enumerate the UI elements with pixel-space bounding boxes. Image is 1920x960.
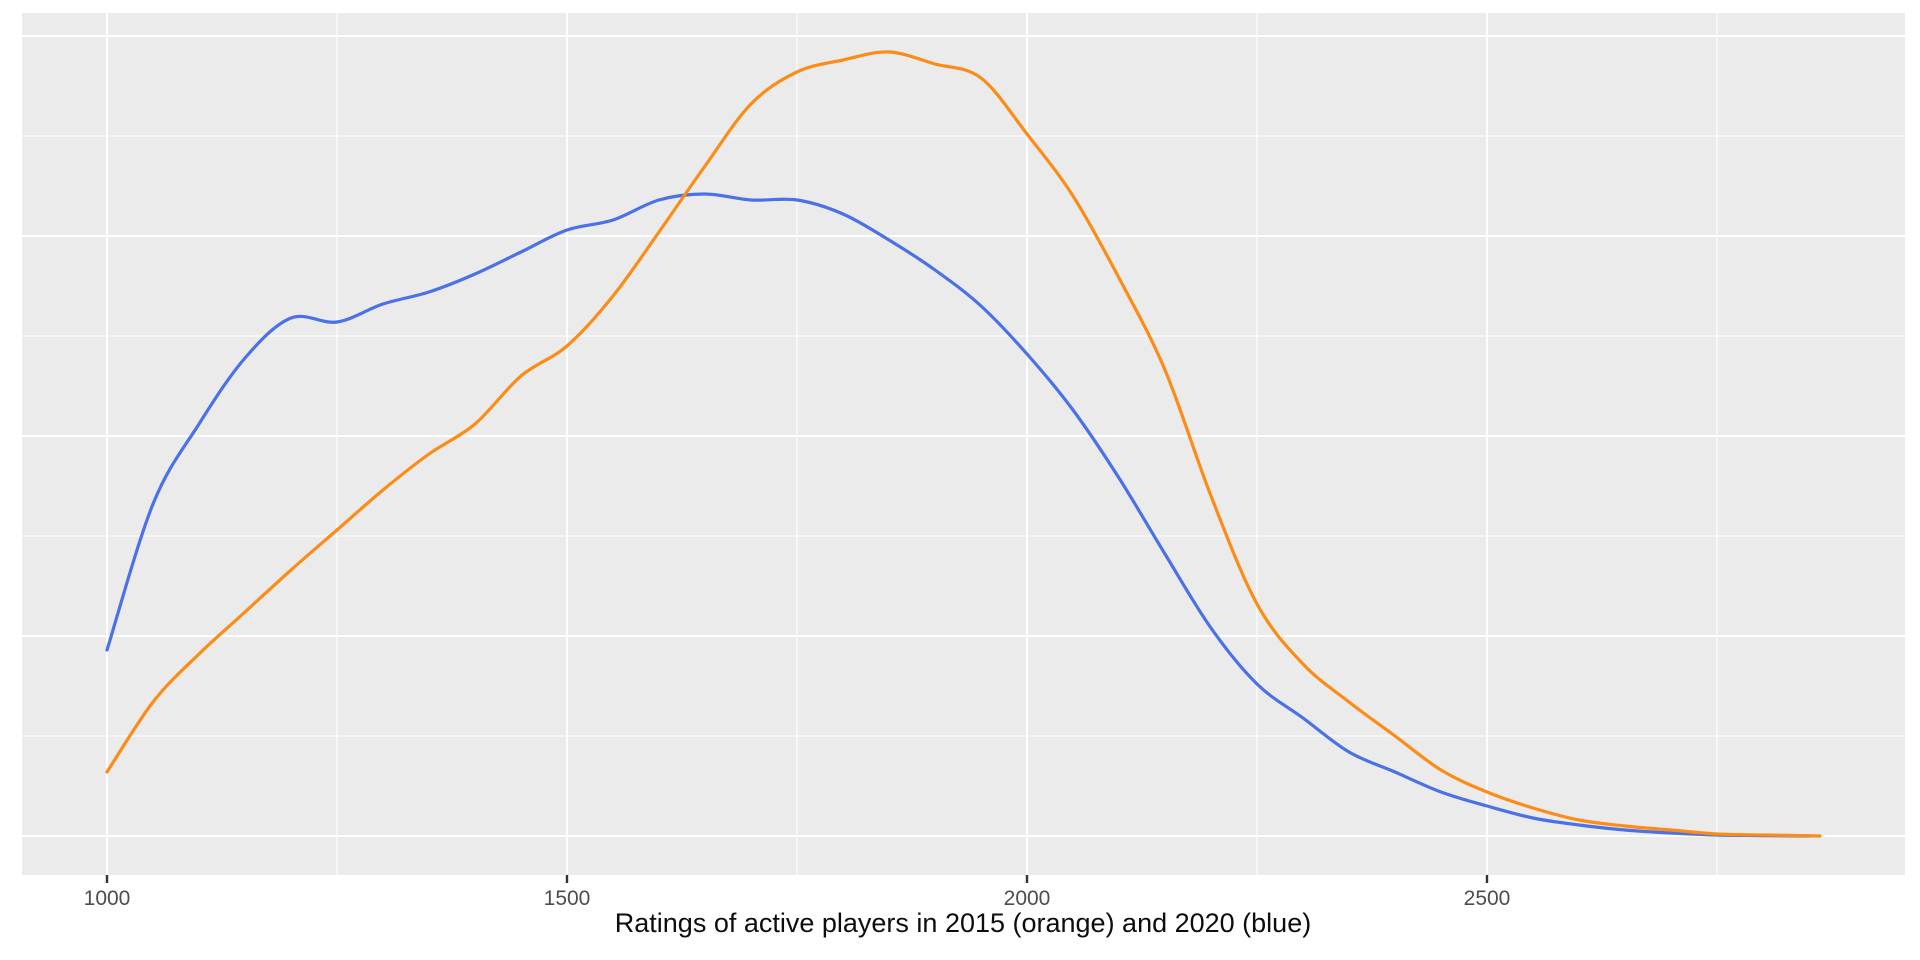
x-tick-label: 2000 — [1004, 887, 1051, 910]
plot-panel — [22, 13, 1905, 875]
x-axis-ticks — [105, 875, 1489, 883]
gridlines-major — [22, 13, 1905, 875]
x-tick-label: 1000 — [84, 887, 131, 910]
gridlines-minor — [22, 13, 1905, 875]
density-curve-2020 — [105, 192, 1811, 838]
density-curves — [105, 50, 1822, 838]
x-tick-label: 1500 — [544, 887, 591, 910]
x-axis-tick-labels: 1000 1500 2000 2500 — [84, 887, 1511, 910]
x-axis-title: Ratings of active players in 2015 (orang… — [615, 908, 1311, 938]
x-tick-label: 2500 — [1464, 887, 1511, 910]
density-curve-2015 — [105, 50, 1822, 838]
